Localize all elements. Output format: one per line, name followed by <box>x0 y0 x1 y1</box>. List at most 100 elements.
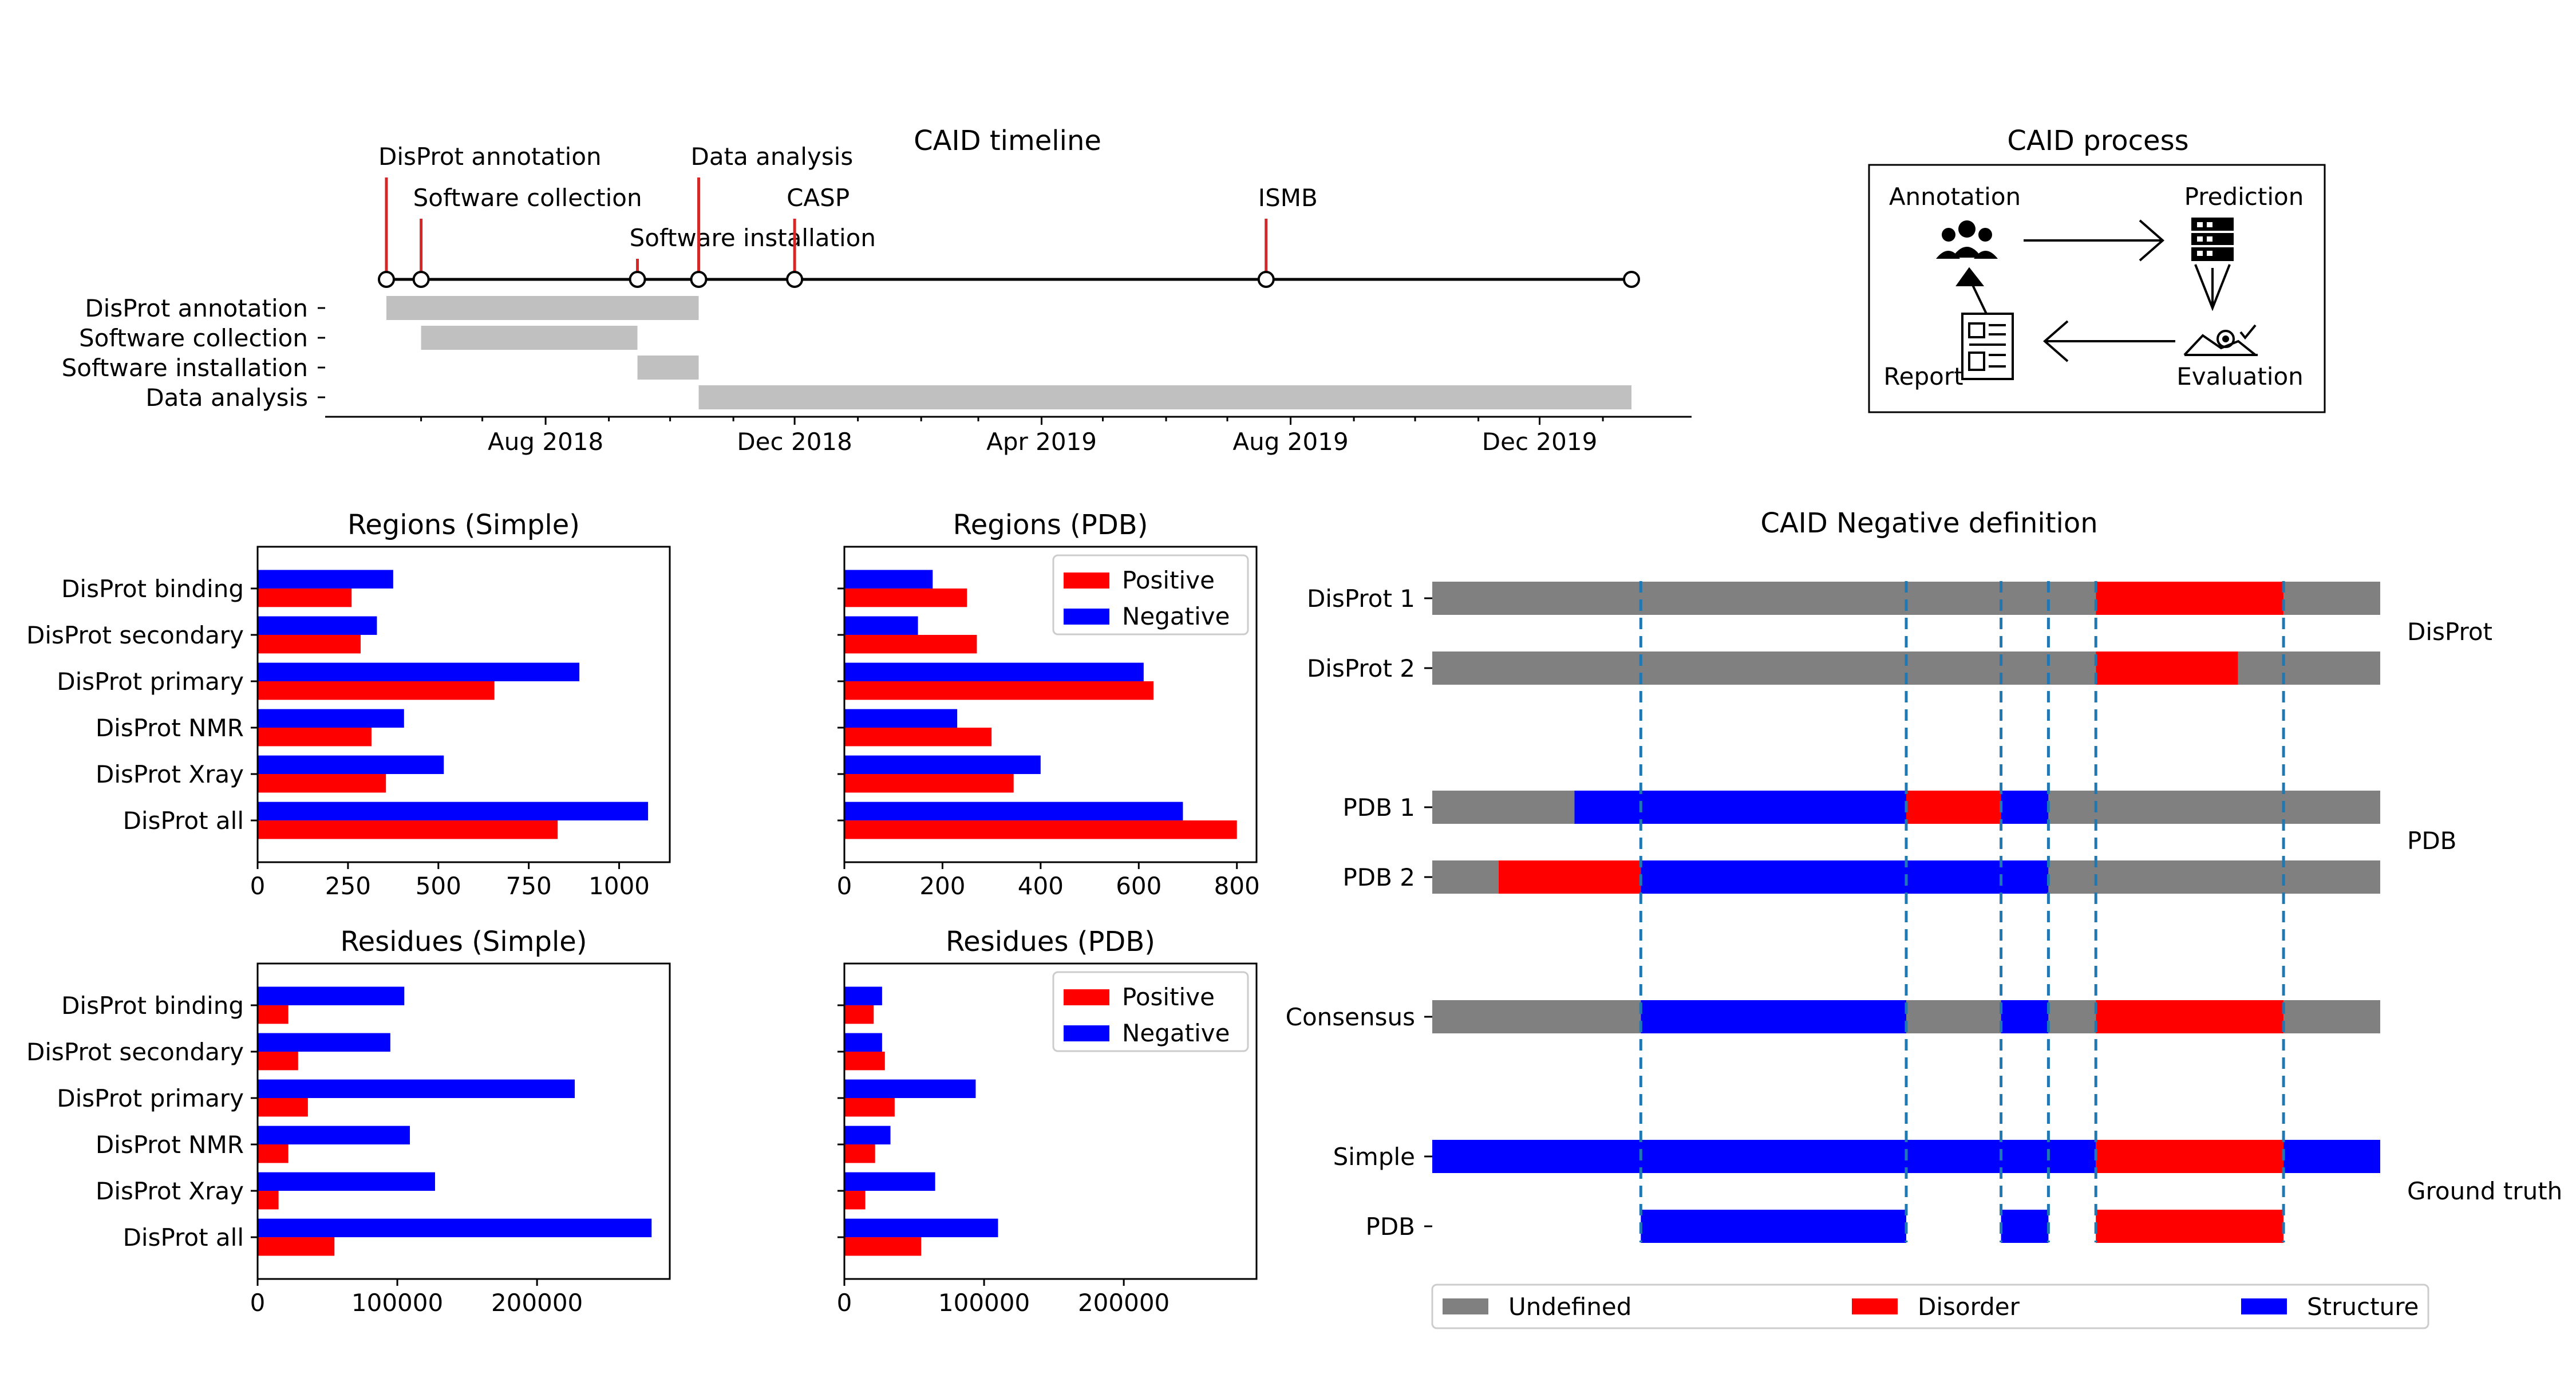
legend-swatch-positive <box>1064 572 1109 589</box>
negative-bar <box>258 1126 410 1145</box>
segment-disorder <box>2096 1140 2284 1173</box>
process-annotation-label: Annotation <box>1889 183 2021 211</box>
x-tick-label: 200 <box>919 872 965 900</box>
legend-label-structure: Structure <box>2307 1293 2419 1321</box>
negative-bar <box>258 986 405 1005</box>
category-label: DisProt all <box>123 807 244 835</box>
negative-legend-box <box>1431 1284 2429 1329</box>
bar-chart-panel: Residues (PDB) 0 100000 200000 Positive Negat… <box>837 926 1258 1317</box>
bar-chart-panel: Regions (PDB) 0 200 400 600 800 Positive Negati… <box>837 509 1260 900</box>
timeline-date-tick-label: Aug 2019 <box>1232 428 1348 456</box>
timeline-event-label: Software collection <box>413 184 642 212</box>
row-label: PDB 1 <box>1342 793 1415 822</box>
segment-structure <box>2001 1000 2049 1033</box>
segment-undefined <box>1432 1000 1641 1033</box>
row-label: PDB <box>1366 1213 1415 1241</box>
positive-bar <box>258 681 495 700</box>
segment-undefined <box>2283 582 2380 615</box>
row-label: DisProt 1 <box>1307 585 1415 613</box>
timeline-event-label: CASP <box>787 184 850 212</box>
row-label: Simple <box>1333 1143 1415 1171</box>
negative-bar <box>258 709 404 728</box>
timeline-phase-bar <box>386 296 699 320</box>
negative-bar <box>258 755 444 775</box>
negative-bar <box>844 1172 935 1191</box>
negative-bar <box>844 662 1144 681</box>
timeline-event-label: Data analysis <box>691 143 854 171</box>
positive-bar <box>258 774 386 793</box>
negative-definition-panel: CAID Negative definition DisProt 1 DisProt… <box>1286 507 2562 1329</box>
segment-undefined <box>1432 860 1499 894</box>
timeline-event-marker <box>1623 271 1640 288</box>
timeline-event-marker <box>786 271 804 288</box>
server-icon <box>2191 218 2234 261</box>
negative-bar <box>844 616 918 635</box>
timeline-panel: CAID timeline Aug 2018 Dec 2018 Apr 2019 Au… <box>62 125 1692 456</box>
positive-bar <box>258 1005 289 1024</box>
legend-label-undefined: Undefined <box>1508 1293 1631 1321</box>
negative-bar <box>844 1126 891 1145</box>
positive-bar <box>258 820 558 839</box>
legend-label-positive: Positive <box>1122 983 1215 1011</box>
bar-chart-panel: Regions (Simple) DisProt binding DisProt s… <box>26 509 671 900</box>
segment-undefined <box>1432 652 2096 685</box>
negative-bar <box>258 1172 435 1191</box>
row-label: PDB 2 <box>1342 863 1415 891</box>
positive-bar <box>844 1097 895 1117</box>
bar-charts: Regions (Simple) DisProt binding DisProt s… <box>26 509 1260 1317</box>
timeline-event-label: Software installation <box>630 224 876 252</box>
segment-structure <box>2283 1140 2380 1173</box>
x-tick-label: 100000 <box>938 1289 1030 1317</box>
segment-disorder <box>2096 582 2284 615</box>
process-frame <box>1868 164 2326 413</box>
x-tick-label: 600 <box>1116 872 1161 900</box>
positive-bar <box>844 588 967 607</box>
segment-undefined <box>2283 1000 2380 1033</box>
legend-label-positive: Positive <box>1122 566 1215 594</box>
bar-chart-frame <box>256 546 671 863</box>
segment-structure <box>1432 1140 2096 1173</box>
x-tick-label: 750 <box>506 872 552 900</box>
timeline-phase-bar <box>698 385 1631 409</box>
x-tick-label: 500 <box>416 872 461 900</box>
segment-disorder <box>1498 860 1641 894</box>
legend-label-negative: Negative <box>1122 602 1230 630</box>
positive-bar <box>258 1237 335 1256</box>
category-label: DisProt NMR <box>96 1131 244 1159</box>
negative-bar <box>258 662 580 681</box>
x-tick-label: 1000 <box>588 872 650 900</box>
timeline-phase-bar <box>421 326 638 350</box>
bar-chart-frame <box>843 962 1258 1280</box>
timeline-event-label: DisProt annotation <box>378 143 602 171</box>
segment-disorder <box>2096 1210 2284 1243</box>
category-label: DisProt primary <box>57 668 244 696</box>
group-label: Ground truth <box>2407 1177 2562 1205</box>
positive-bar <box>844 634 977 654</box>
positive-bar <box>844 681 1153 700</box>
process-title: CAID process <box>2007 125 2188 157</box>
timeline-date-tick-label: Dec 2018 <box>737 428 852 456</box>
segment-undefined <box>2048 791 2380 824</box>
legend-swatch-negative <box>1064 609 1109 625</box>
segment-structure <box>2001 1210 2049 1243</box>
x-tick-label: 100000 <box>351 1289 443 1317</box>
negative-bar <box>258 802 649 821</box>
positive-bar <box>844 728 992 747</box>
negative-bar <box>844 709 958 728</box>
segment-undefined <box>1906 1000 2001 1033</box>
positive-bar <box>258 728 372 747</box>
positive-bar <box>844 1005 874 1024</box>
negative-bar <box>258 1033 390 1052</box>
x-tick-label: 200000 <box>491 1289 583 1317</box>
group-label: DisProt <box>2407 618 2492 646</box>
positive-bar <box>258 1191 279 1210</box>
timeline-phase-label: DisProt annotation <box>85 294 308 322</box>
positive-bar <box>258 1144 289 1163</box>
segment-structure <box>1574 791 1906 824</box>
process-panel: CAID process Annotation Prediction Repor… <box>1868 125 2326 413</box>
positive-bar <box>844 1051 885 1071</box>
category-label: DisProt NMR <box>96 714 244 742</box>
bar-chart-frame <box>256 962 671 1280</box>
report-icon <box>1955 267 2014 380</box>
